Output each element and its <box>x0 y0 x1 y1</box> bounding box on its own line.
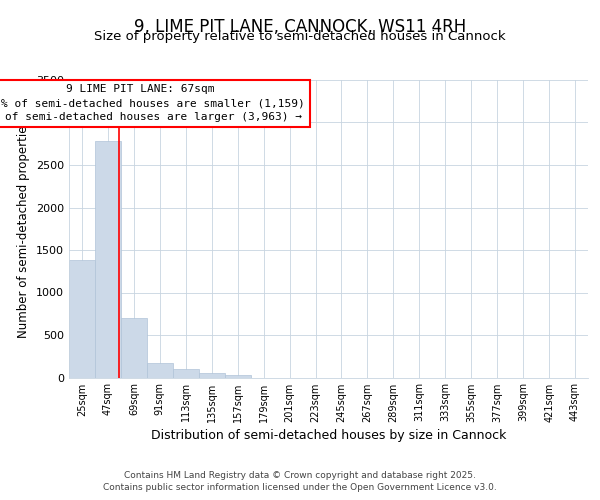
Text: 9 LIME PIT LANE: 67sqm
← 22% of semi-detached houses are smaller (1,159)
76% of : 9 LIME PIT LANE: 67sqm ← 22% of semi-det… <box>0 84 305 122</box>
Bar <box>147 362 173 378</box>
Bar <box>173 369 199 378</box>
Y-axis label: Number of semi-detached properties: Number of semi-detached properties <box>17 120 31 338</box>
X-axis label: Distribution of semi-detached houses by size in Cannock: Distribution of semi-detached houses by … <box>151 428 506 442</box>
Bar <box>224 375 251 378</box>
Bar <box>69 260 95 378</box>
Bar <box>121 318 147 378</box>
Text: Contains public sector information licensed under the Open Government Licence v3: Contains public sector information licen… <box>103 483 497 492</box>
Text: Size of property relative to semi-detached houses in Cannock: Size of property relative to semi-detach… <box>94 30 506 43</box>
Bar <box>199 373 224 378</box>
Text: 9, LIME PIT LANE, CANNOCK, WS11 4RH: 9, LIME PIT LANE, CANNOCK, WS11 4RH <box>134 18 466 36</box>
Bar <box>95 141 121 378</box>
Text: Contains HM Land Registry data © Crown copyright and database right 2025.: Contains HM Land Registry data © Crown c… <box>124 472 476 480</box>
